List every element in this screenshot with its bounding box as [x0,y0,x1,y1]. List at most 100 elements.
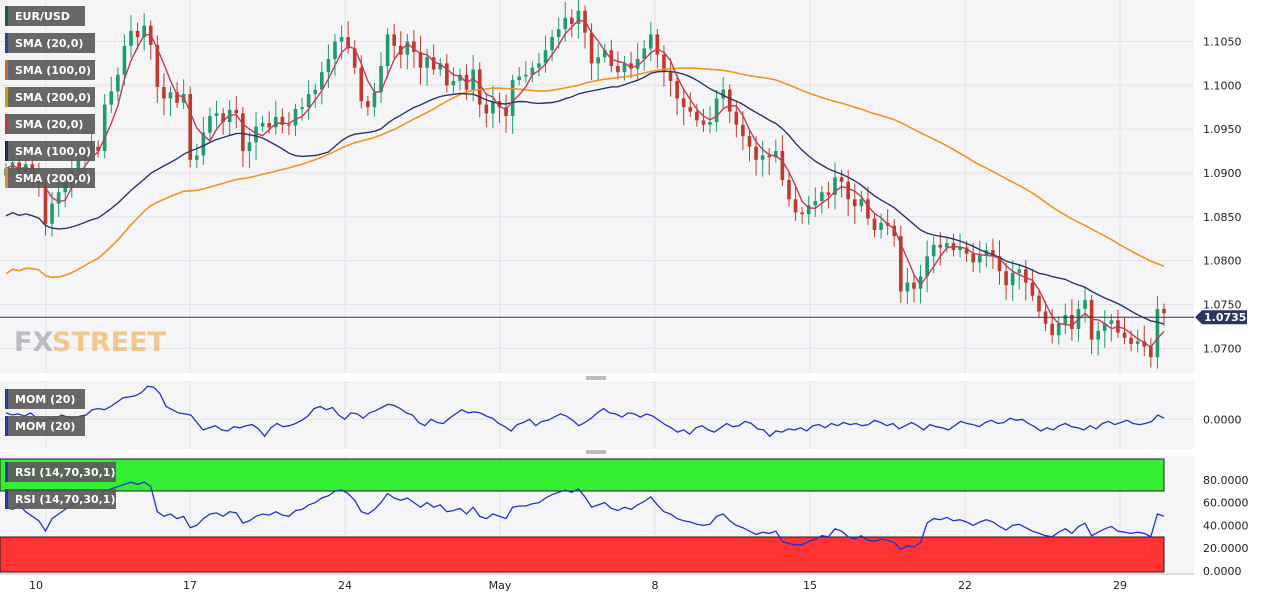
candle [352,40,357,75]
x-axis-tick: 15 [803,579,817,592]
candle [1056,316,1061,345]
watermark-text-street: STREET [52,327,167,358]
legend-label: MOM (20) [15,420,75,433]
candle [793,186,798,221]
rsi-panel-resize-handle[interactable] [586,450,606,454]
candle [905,267,910,304]
candle [247,131,252,168]
candle [991,238,995,269]
candle [1030,268,1035,301]
candle [629,51,633,79]
candle [333,34,337,76]
legend-tag[interactable]: SMA (20,0) [5,33,95,53]
legend-tag[interactable]: MOM (20) [5,389,85,409]
legend-tag[interactable]: RSI (14,70,30,1) [5,489,116,509]
candle [326,44,331,88]
legend-label: SMA (20,0) [15,37,83,50]
candle [458,68,462,91]
candle [721,77,725,109]
candle [852,183,857,225]
momentum-panel [0,381,1194,449]
candle [484,93,489,128]
candle [346,21,350,54]
legend-label: RSI (14,70,30,1) [15,466,115,479]
price-axis-tick: 1.0750 [1203,298,1242,311]
candle [116,67,120,101]
candle [602,43,607,63]
candle [925,240,929,293]
candle [741,111,745,150]
candle [142,13,146,51]
candle [635,43,640,80]
legend-tag[interactable]: SMA (200,0) [5,87,95,107]
candle [1017,264,1022,290]
candle [563,2,568,42]
candle [214,100,219,128]
price-axis-tick: 1.1050 [1203,35,1242,48]
candle [122,34,127,86]
legend-label: MOM (20) [15,393,75,406]
sma-20-line [5,19,1165,349]
candle [1037,289,1041,318]
candle [1155,296,1160,369]
candle [859,190,864,212]
candle [438,58,443,76]
legend-tag[interactable]: SMA (200,0) [5,168,95,188]
legend-tag[interactable]: SMA (20,0) [5,114,95,134]
legend-tag[interactable]: EUR/USD [5,6,85,26]
candle [727,84,732,124]
candle [747,129,752,162]
candle [280,108,285,134]
candle [96,140,100,158]
legend-label: EUR/USD [15,10,70,23]
candle [1010,260,1015,301]
candle [813,187,818,217]
legend-tag[interactable]: SMA (100,0) [5,141,95,161]
x-axis-tick: 24 [338,579,352,592]
x-axis-tick: 10 [29,579,43,592]
legend-tag[interactable]: RSI (14,70,30,1) [5,462,116,482]
candle [102,94,107,159]
rsi-overbought-zone [0,458,1165,492]
rsi-axis-tick: 40.0000 [1203,519,1249,532]
candle [892,219,897,247]
price-axis-tick: 1.0800 [1203,255,1242,268]
candle [773,139,778,163]
fxstreet-watermark: FX STREET [14,327,167,358]
candle [820,185,824,214]
legend-tag[interactable]: SMA (100,0) [5,60,95,80]
candle [366,95,370,116]
candle [806,195,811,225]
candle [504,94,508,133]
x-axis-tick: May [489,579,512,592]
x-axis-tick: 22 [958,579,972,592]
candle [418,36,423,85]
price-axis-tick: 1.1000 [1203,79,1242,92]
x-axis-tick: 17 [183,579,197,592]
candle [899,225,903,303]
candle [800,207,804,224]
candle [556,17,561,49]
rsi-line [5,481,1165,551]
current-price-tag: 1.07355 [1195,310,1254,325]
candle [162,73,166,116]
current-price-label: 1.07355 [1204,311,1254,324]
candle [616,51,620,80]
candle [1050,309,1054,344]
candle [135,22,140,50]
legend-tag[interactable]: MOM (20) [5,416,85,436]
momentum-panel-resize-handle[interactable] [586,376,606,380]
candle [234,96,239,129]
candle [392,23,397,59]
candle [445,53,449,93]
candle [1063,303,1068,335]
candle [543,35,548,73]
candle [537,52,541,77]
legends: EUR/USD SMA (20,0) SMA (100,0) SMA (200,0) S… [5,6,116,509]
candle [1096,321,1101,356]
candle [431,44,436,75]
candle [1122,317,1127,345]
candle [1162,303,1166,326]
candle [1102,310,1107,348]
